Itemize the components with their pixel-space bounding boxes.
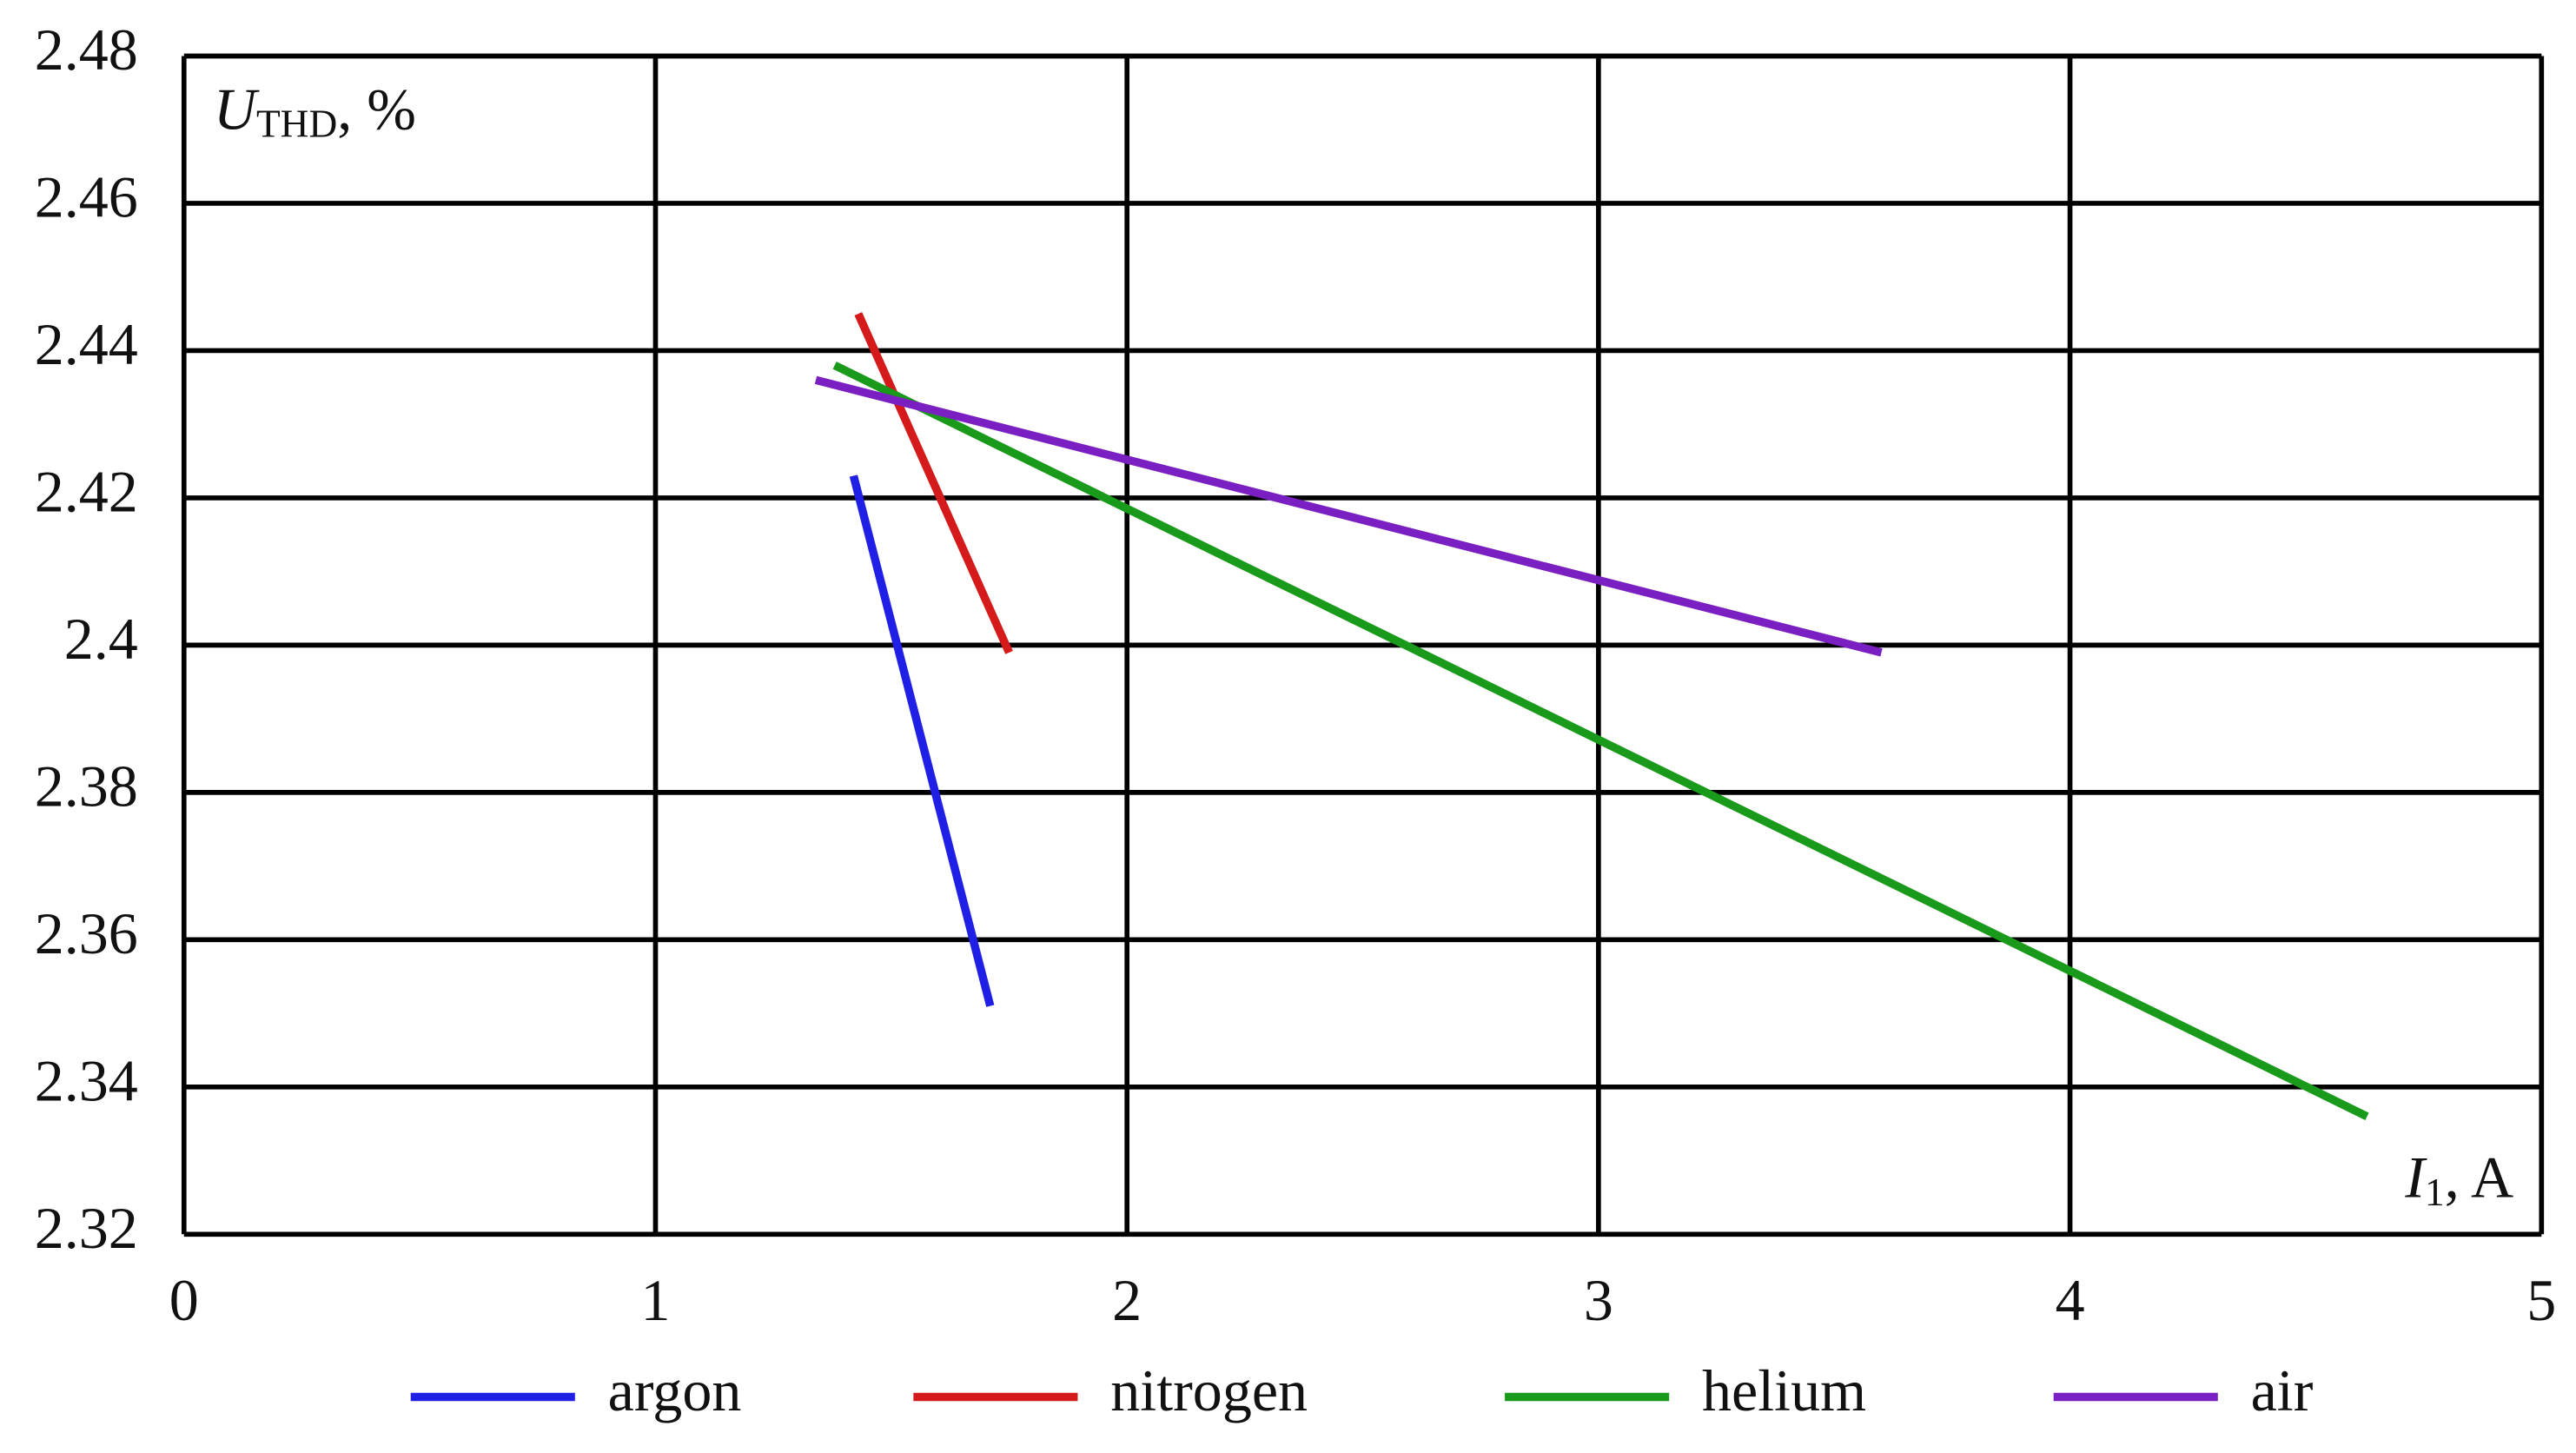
x-label-suffix: , A <box>2445 1144 2513 1210</box>
y-tick-label: 2.44 <box>35 311 138 377</box>
x-tick-label: 2 <box>1112 1267 1142 1333</box>
x-label-sub: 1 <box>2425 1171 2445 1214</box>
y-tick-label: 2.48 <box>35 17 138 83</box>
y-tick-label: 2.36 <box>35 900 138 966</box>
y-label-main: U <box>214 76 260 142</box>
x-tick-label: 0 <box>169 1267 199 1333</box>
data-line <box>854 312 1013 654</box>
y-tick-label: 2.34 <box>35 1047 138 1113</box>
y-tick-label: 2.42 <box>35 459 138 525</box>
y-axis-label: UTHD, % <box>214 76 416 146</box>
data-line <box>849 474 995 1007</box>
data-line <box>814 375 1883 657</box>
x-tick-label: 4 <box>2056 1267 2085 1333</box>
y-label-sub: THD <box>256 103 337 146</box>
x-label-main: I <box>2404 1144 2427 1210</box>
legend-label: nitrogen <box>1110 1357 1308 1423</box>
data-line <box>832 362 2369 1120</box>
legend-label: helium <box>1702 1357 1866 1423</box>
y-tick-label: 2.46 <box>35 164 138 230</box>
y-tick-label: 2.38 <box>35 753 138 819</box>
y-label-suffix: , % <box>337 76 416 142</box>
x-tick-label: 1 <box>640 1267 670 1333</box>
legend-label: air <box>2251 1357 2314 1423</box>
x-axis-label: I1, A <box>2404 1144 2513 1214</box>
x-tick-label: 3 <box>1584 1267 1613 1333</box>
legend-label: argon <box>608 1357 742 1423</box>
x-tick-label: 5 <box>2526 1267 2556 1333</box>
y-tick-label: 2.32 <box>35 1195 138 1261</box>
y-tick-label: 2.4 <box>64 606 138 672</box>
